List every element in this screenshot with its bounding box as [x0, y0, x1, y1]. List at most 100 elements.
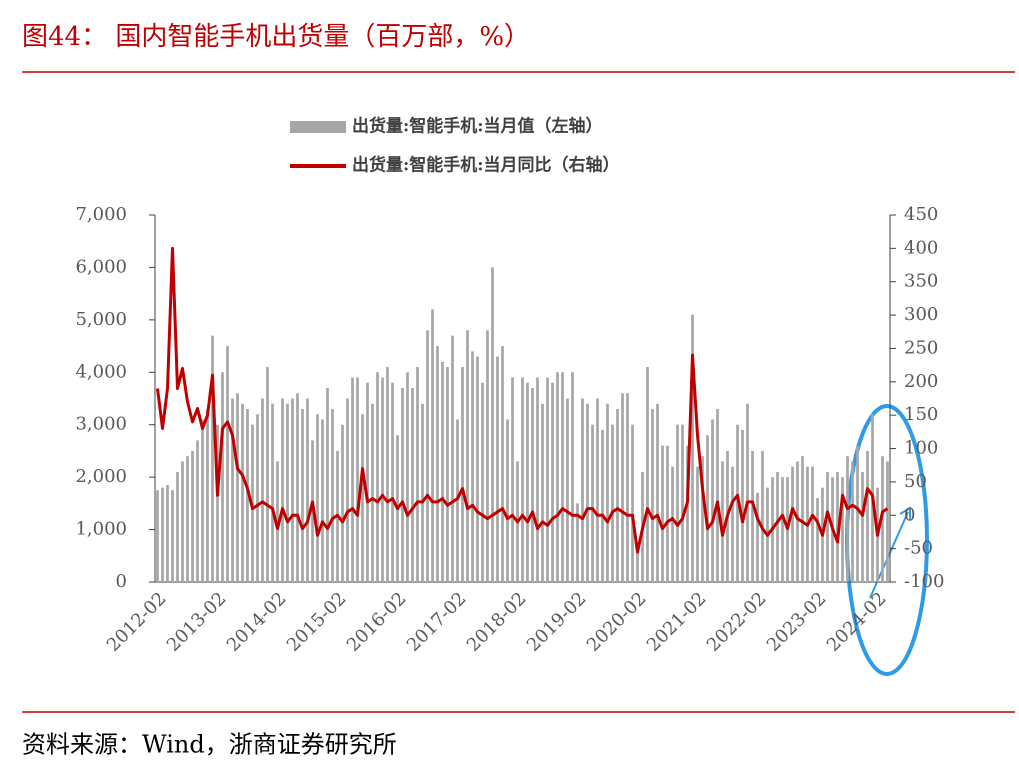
bar [586, 403, 589, 582]
bar [441, 361, 444, 582]
bar [166, 485, 169, 582]
bar [266, 367, 269, 582]
bar [501, 346, 504, 582]
y-tick-label: 2,000 [75, 466, 127, 487]
bar [241, 403, 244, 582]
bar [621, 393, 624, 582]
x-tick-label: 2018-02 [463, 588, 531, 656]
x-tick-label: 2022-02 [703, 588, 771, 656]
bar [651, 408, 654, 582]
bar [636, 547, 639, 582]
y2-tick-label: 300 [904, 304, 938, 325]
bar [206, 408, 209, 582]
bar [201, 419, 204, 582]
bar [886, 461, 889, 582]
y-tick-label: 0 [116, 571, 127, 592]
bar [236, 393, 239, 582]
source-note: 资料来源：Wind，浙商证券研究所 [22, 731, 397, 759]
bar [761, 450, 764, 582]
bar [476, 356, 479, 582]
bar [176, 471, 179, 582]
y-tick-label: 3,000 [75, 414, 127, 435]
bar [536, 377, 539, 582]
y-tick-label: 6,000 [75, 256, 127, 277]
bar [811, 466, 814, 582]
legend-swatch [290, 121, 346, 133]
bar [226, 346, 229, 582]
bar [756, 492, 759, 582]
arrow-head [899, 506, 911, 520]
bar [661, 445, 664, 582]
bar [856, 445, 859, 582]
x-tick-label: 2021-02 [643, 588, 711, 656]
bar [851, 461, 854, 582]
bar [381, 377, 384, 582]
bar [181, 461, 184, 582]
bar [721, 461, 724, 582]
bar [326, 388, 329, 582]
bar [416, 367, 419, 582]
bar [521, 377, 524, 582]
bar [366, 382, 369, 582]
x-tick-label: 2016-02 [343, 588, 411, 656]
bar [881, 456, 884, 582]
bar [541, 403, 544, 582]
bar [461, 367, 464, 582]
y2-tick-label: 200 [904, 371, 938, 392]
bar [526, 382, 529, 582]
bar [531, 388, 534, 582]
bar [211, 335, 214, 582]
bar [836, 471, 839, 582]
bar [436, 346, 439, 582]
bar [331, 408, 334, 582]
x-tick-label: 2023-02 [763, 588, 831, 656]
bar [261, 398, 264, 582]
bar [791, 466, 794, 582]
bar [451, 335, 454, 582]
bar [246, 408, 249, 582]
bar [351, 377, 354, 582]
bar [796, 461, 799, 582]
bar [456, 419, 459, 582]
y-tick-label: 7,000 [75, 204, 127, 225]
bar [561, 372, 564, 582]
y2-tick-label: 250 [904, 337, 938, 358]
x-tick-label: 2020-02 [583, 588, 651, 656]
bar [481, 382, 484, 582]
bar [801, 456, 804, 582]
bar [551, 382, 554, 582]
bar [281, 398, 284, 582]
bar [701, 456, 704, 582]
bar [426, 330, 429, 582]
x-tick-label: 2017-02 [403, 588, 471, 656]
bar [571, 372, 574, 582]
bar [826, 471, 829, 582]
y2-tick-label: 400 [904, 237, 938, 258]
bar [616, 408, 619, 582]
bar [386, 367, 389, 582]
y2-tick-label: 0 [904, 504, 915, 525]
y2-tick-label: 100 [904, 438, 938, 459]
bar [606, 403, 609, 582]
x-tick-label: 2024-02 [823, 588, 891, 656]
bar [601, 429, 604, 582]
bar [391, 382, 394, 582]
bar [491, 267, 494, 582]
bar [631, 424, 634, 582]
bar [866, 450, 869, 582]
bar [751, 450, 754, 582]
bar [376, 372, 379, 582]
bar [286, 403, 289, 582]
bar [316, 414, 319, 582]
bar [686, 445, 689, 582]
y2-tick-label: -50 [904, 538, 933, 559]
x-tick-label: 2013-02 [163, 588, 231, 656]
bar [496, 356, 499, 582]
y2-tick-label: 50 [904, 471, 927, 492]
bar [156, 490, 159, 582]
bar [581, 398, 584, 582]
bar [301, 408, 304, 582]
bar [746, 403, 749, 582]
bar [566, 398, 569, 582]
bar [626, 393, 629, 582]
